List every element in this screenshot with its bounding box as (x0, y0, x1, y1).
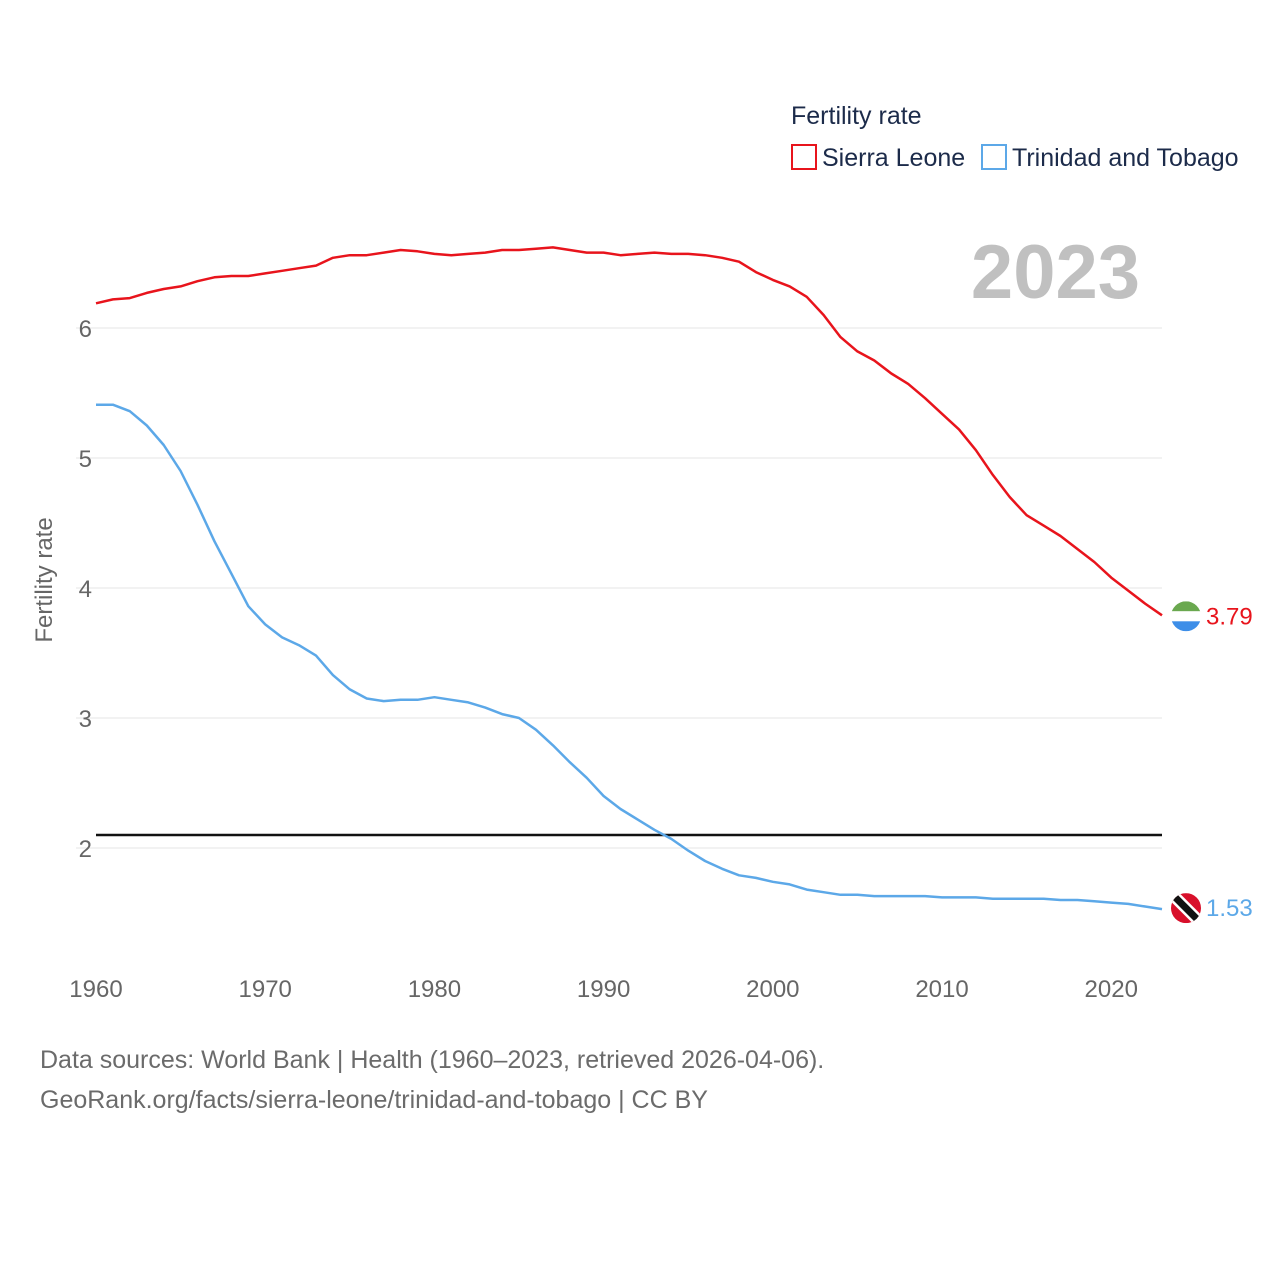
y-tick-label: 4 (79, 576, 92, 603)
x-tick-label: 1970 (239, 976, 292, 1003)
data-source-note: Data sources: World Bank | Health (1960–… (40, 1046, 825, 1074)
end-markers: 3.79 1.53 (1171, 601, 1253, 924)
legend-label: Trinidad and Tobago (1012, 144, 1239, 172)
legend-swatch (981, 144, 1007, 170)
y-axis-label: Fertility rate (31, 517, 58, 642)
y-tick-label: 6 (79, 316, 92, 343)
legend-item[interactable]: Trinidad and Tobago (981, 144, 1239, 172)
year-watermark: 2023 (971, 230, 1140, 315)
x-tick-label: 1960 (69, 976, 122, 1003)
y-tick-label: 2 (79, 836, 92, 863)
x-tick-label: 2010 (915, 976, 968, 1003)
x-axis-ticks: 1960 1970 1980 1990 2000 2010 2020 (69, 976, 1138, 1003)
legend-title: Fertility rate (791, 102, 922, 130)
end-value-label: 3.79 (1206, 603, 1253, 630)
sierra-leone-flag-icon (1171, 601, 1201, 632)
x-tick-label: 1990 (577, 976, 630, 1003)
trinidad-and-tobago-flag-icon (1171, 893, 1201, 924)
end-value-label: 1.53 (1206, 895, 1253, 922)
series-line-sierra-leone (95, 246, 1163, 617)
x-tick-label: 2020 (1085, 976, 1138, 1003)
legend-label: Sierra Leone (822, 144, 965, 172)
credit-link[interactable]: GeoRank.org/facts/sierra-leone/trinidad-… (40, 1086, 708, 1114)
y-tick-label: 5 (79, 446, 92, 473)
series-line-trinidad-and-tobago (96, 403, 1163, 911)
series-lines (95, 246, 1163, 911)
legend: Fertility rate Sierra Leone Trinidad and … (791, 102, 1239, 172)
x-tick-label: 1980 (408, 976, 461, 1003)
legend-swatch (791, 144, 817, 170)
y-tick-label: 3 (79, 706, 92, 733)
footer: Data sources: World Bank | Health (1960–… (40, 1040, 824, 1120)
x-tick-label: 2000 (746, 976, 799, 1003)
legend-item[interactable]: Sierra Leone (791, 144, 965, 172)
y-axis-ticks: 2 3 4 5 6 (79, 316, 92, 863)
